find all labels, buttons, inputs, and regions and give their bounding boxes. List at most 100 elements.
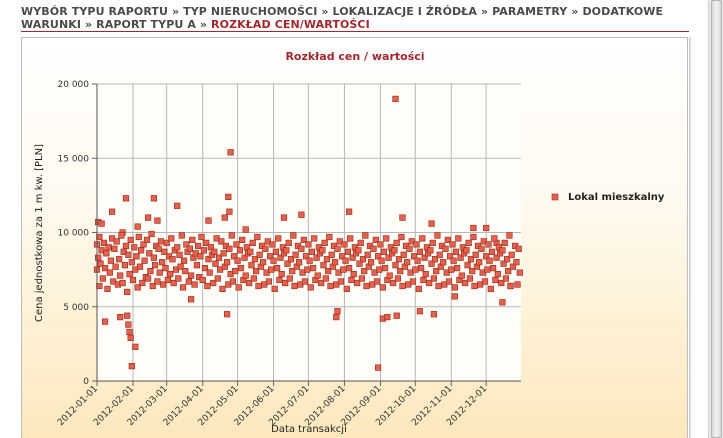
data-point xyxy=(319,247,326,254)
data-point xyxy=(309,264,317,272)
data-point xyxy=(498,279,505,287)
data-point xyxy=(122,242,130,250)
data-point xyxy=(275,235,282,242)
y-tick-label: 20 000 xyxy=(58,80,90,90)
data-point xyxy=(290,232,297,239)
data-point xyxy=(486,257,493,264)
panel-shadow xyxy=(689,37,692,438)
data-point xyxy=(470,233,477,241)
data-point xyxy=(301,278,309,285)
data-point xyxy=(98,220,105,227)
breadcrumb-current: ROZKŁAD CEN/WARTOŚCI xyxy=(211,18,370,31)
data-point xyxy=(355,247,362,254)
data-point xyxy=(484,266,491,273)
data-point xyxy=(435,282,442,290)
breadcrumb-link[interactable]: TYP NIERUCHOMOŚCI xyxy=(183,5,318,18)
vertical-scrollbar[interactable] xyxy=(708,0,723,438)
data-point xyxy=(282,279,289,287)
data-point xyxy=(499,299,506,306)
data-point xyxy=(125,251,132,258)
data-point xyxy=(372,236,379,244)
data-point xyxy=(157,238,165,245)
data-point xyxy=(146,250,153,257)
data-point xyxy=(381,264,389,272)
data-point xyxy=(248,262,255,269)
data-point xyxy=(314,272,321,279)
data-point xyxy=(234,257,241,264)
data-point xyxy=(191,281,198,288)
data-point xyxy=(508,251,515,258)
data-point xyxy=(370,245,377,252)
data-point xyxy=(455,235,462,242)
data-point xyxy=(465,239,472,247)
data-point xyxy=(132,343,139,350)
data-point xyxy=(306,257,313,264)
data-point xyxy=(124,312,131,319)
data-point xyxy=(215,254,223,261)
data-point xyxy=(188,272,195,279)
data-point xyxy=(457,254,464,261)
data-point xyxy=(333,313,340,321)
data-point xyxy=(149,282,156,290)
breadcrumb-link[interactable]: RAPORT TYPU A xyxy=(96,18,196,31)
data-point xyxy=(243,244,251,251)
data-point xyxy=(102,318,109,325)
data-points xyxy=(93,95,523,371)
data-point xyxy=(128,362,135,370)
data-point xyxy=(367,259,375,266)
data-point xyxy=(185,278,192,285)
breadcrumb-divider xyxy=(21,31,689,32)
data-point xyxy=(392,95,399,102)
data-point xyxy=(383,235,390,242)
breadcrumb-link[interactable]: WYBÓR TYPU RAPORTU xyxy=(21,5,169,18)
data-point xyxy=(273,264,281,272)
data-point xyxy=(220,250,227,257)
data-point xyxy=(379,284,386,291)
breadcrumb-separator: » xyxy=(168,5,184,18)
data-point xyxy=(154,217,161,224)
data-point xyxy=(298,211,305,218)
data-point xyxy=(323,256,331,263)
data-point xyxy=(378,257,385,264)
data-point xyxy=(393,239,400,247)
y-tick-label: 15 000 xyxy=(58,154,90,164)
data-point xyxy=(100,239,108,247)
data-point xyxy=(513,259,520,266)
data-point xyxy=(162,264,169,272)
data-point xyxy=(345,208,353,215)
breadcrumb-link[interactable]: LOKALIZACJE I ŹRÓDŁA xyxy=(332,5,478,18)
data-point xyxy=(124,288,131,296)
data-point xyxy=(203,239,210,247)
data-point xyxy=(122,195,130,202)
data-point xyxy=(467,256,475,263)
data-point xyxy=(416,248,424,255)
data-point xyxy=(117,272,124,279)
data-point xyxy=(105,244,112,251)
data-point xyxy=(265,278,273,285)
data-point xyxy=(160,281,167,288)
data-point xyxy=(169,256,176,263)
data-point xyxy=(117,313,124,321)
data-point xyxy=(390,279,397,287)
breadcrumb-link[interactable]: DODATKOWE WARUNKI xyxy=(21,5,664,31)
data-point xyxy=(374,253,382,260)
data-point xyxy=(152,262,159,269)
data-point xyxy=(150,254,158,261)
data-point xyxy=(505,267,512,275)
data-point xyxy=(155,245,162,252)
data-point xyxy=(193,262,201,269)
data-point xyxy=(326,233,333,241)
data-point xyxy=(500,260,507,267)
data-point xyxy=(134,223,141,230)
data-point xyxy=(188,296,195,303)
data-point xyxy=(340,266,347,273)
data-point xyxy=(161,248,168,255)
data-point xyxy=(363,282,370,290)
data-point xyxy=(195,242,202,250)
data-point xyxy=(466,275,474,282)
data-point xyxy=(135,233,142,241)
data-point xyxy=(269,241,276,248)
data-point xyxy=(391,247,398,254)
data-point xyxy=(334,308,341,315)
breadcrumb-link[interactable]: PARAMETRY xyxy=(492,5,568,18)
